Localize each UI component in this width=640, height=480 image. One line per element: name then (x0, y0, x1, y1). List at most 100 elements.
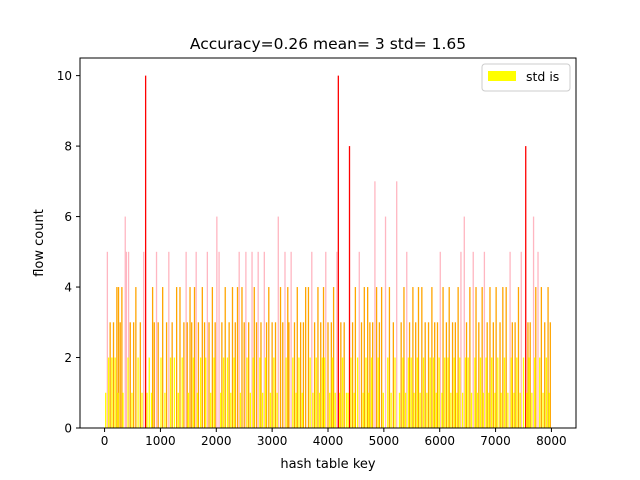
bar (307, 287, 310, 428)
bar (160, 357, 162, 428)
bar (444, 357, 446, 428)
bar (210, 392, 212, 428)
bar (362, 392, 364, 428)
bar (415, 322, 417, 428)
bar (296, 287, 298, 428)
bar (183, 322, 185, 428)
bar (459, 357, 461, 428)
bar (329, 392, 331, 428)
y-tick-label: 0 (64, 422, 72, 436)
bar (491, 357, 493, 428)
bar (106, 251, 109, 428)
bar (400, 322, 402, 428)
bar (534, 357, 536, 428)
bar (127, 251, 130, 428)
bar (447, 357, 449, 428)
bar (181, 357, 183, 428)
bar (535, 287, 537, 428)
bar (375, 287, 378, 428)
bar (548, 392, 550, 428)
bar (315, 357, 317, 428)
bar (520, 251, 522, 428)
bar (116, 287, 118, 428)
bar (416, 357, 419, 428)
bar (513, 392, 515, 428)
bar (540, 287, 543, 428)
bar (239, 392, 241, 428)
x-axis-ticks: 0 1000 2000 3000 4000 5000 6000 7000 8000 (101, 428, 567, 448)
bar (439, 251, 441, 428)
bar (157, 322, 159, 428)
bar (509, 251, 511, 428)
bar (122, 392, 124, 428)
bar (193, 287, 196, 428)
bar (472, 251, 474, 428)
bar (238, 251, 240, 428)
bar (119, 322, 121, 428)
bar (322, 287, 325, 428)
bar (489, 287, 491, 428)
bar (268, 287, 270, 428)
bar (298, 357, 300, 428)
bar (311, 251, 313, 428)
bar (252, 357, 254, 428)
bar (351, 322, 354, 428)
bar (129, 322, 131, 428)
bar (441, 392, 443, 428)
bar (313, 322, 316, 428)
bar (211, 287, 214, 428)
bar (224, 287, 226, 428)
bar (427, 322, 430, 428)
bar (367, 287, 369, 428)
bar (438, 357, 440, 428)
x-tick-label: 6000 (424, 434, 455, 448)
x-tick-label: 5000 (369, 434, 400, 448)
bar (332, 287, 335, 428)
x-axis-label: hash table key (280, 457, 375, 472)
bar (213, 357, 215, 428)
bar (419, 392, 421, 428)
bar (402, 357, 404, 428)
bar (200, 357, 202, 428)
bar (264, 357, 267, 428)
bar (481, 287, 483, 428)
x-tick-label: 1000 (145, 434, 176, 448)
bar (179, 287, 181, 428)
bar (114, 357, 116, 428)
x-tick-label: 3000 (257, 434, 288, 448)
bar (422, 357, 425, 428)
bar (177, 392, 179, 428)
bar (445, 322, 448, 428)
bar (245, 251, 247, 428)
bar (206, 251, 208, 428)
bar (141, 392, 143, 428)
bar (230, 392, 232, 428)
bar (514, 322, 516, 428)
bar (324, 357, 326, 428)
bars-group (105, 75, 551, 429)
bar (474, 357, 476, 428)
bar (500, 392, 502, 428)
bar (517, 287, 520, 428)
bar (403, 287, 405, 428)
bar (372, 322, 374, 428)
bar (494, 392, 496, 428)
bar (435, 392, 438, 428)
bar (464, 357, 467, 428)
bar (456, 392, 458, 428)
bar (448, 287, 450, 428)
legend-box (481, 63, 571, 92)
bar (380, 287, 383, 428)
bar (271, 322, 273, 428)
bar (171, 322, 173, 428)
bar (220, 392, 222, 428)
bar (148, 357, 150, 428)
bar (358, 251, 360, 428)
bar (388, 287, 391, 428)
bar (165, 322, 168, 428)
bar (463, 216, 465, 428)
bar (347, 392, 349, 428)
x-tick-label: 7000 (480, 434, 511, 448)
bar (205, 357, 207, 428)
y-axis-ticks: 0 2 4 6 8 10 (57, 69, 80, 436)
